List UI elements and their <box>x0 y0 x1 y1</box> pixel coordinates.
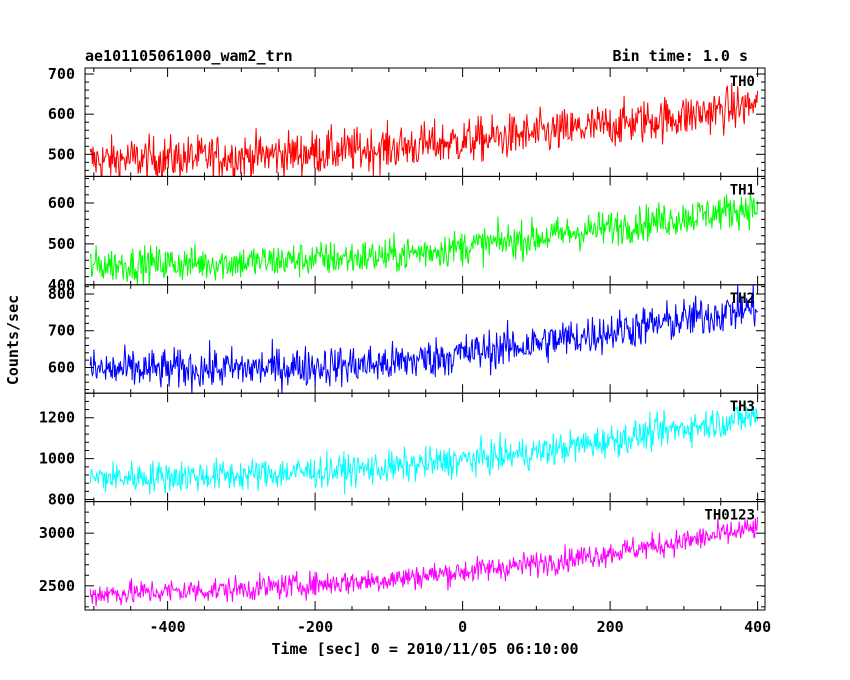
series-line-th1 <box>89 193 759 285</box>
series-label-th2: TH2 <box>730 291 755 307</box>
panel-th0: 500 600 700 TH0 <box>48 65 766 177</box>
x-tick-label: 0 <box>458 618 467 636</box>
series-label-th0: TH0 <box>730 74 755 90</box>
series-line-th3 <box>89 406 759 495</box>
y-tick-label-th2: 600 <box>48 358 75 376</box>
x-axis-label: Time [sec] 0 = 2010/11/05 06:10:00 <box>271 640 578 658</box>
x-tick-label: 200 <box>597 618 624 636</box>
y-tick-label-th3: 1200 <box>39 409 75 427</box>
y-tick-label-th0: 500 <box>48 145 75 163</box>
y-tick-label-th1: 500 <box>48 235 75 253</box>
x-tick-label: -200 <box>297 618 333 636</box>
panel-frame-th0123 <box>84 501 766 611</box>
panel-th1: 400 500 600 TH1 <box>48 175 766 294</box>
series-label-th3: TH3 <box>730 399 755 415</box>
x-tick-label: 400 <box>744 618 771 636</box>
panel-th0123: 2500 3000 TH0123 <box>39 501 766 611</box>
y-tick-label-th3: 1000 <box>39 450 75 468</box>
y-tick-label-th1: 600 <box>48 194 75 212</box>
series-line-th2 <box>89 284 758 394</box>
y-tick-label-th2: 800 <box>48 285 75 303</box>
panel-frame-th2 <box>84 284 766 394</box>
y-tick-label-th0: 700 <box>48 65 75 83</box>
series-line-th0 <box>89 82 759 177</box>
y-tick-label-th0123: 2500 <box>39 577 75 595</box>
y-tick-label-th2: 700 <box>48 322 75 340</box>
series-label-th0123: TH0123 <box>704 508 755 524</box>
y-tick-label-th3: 800 <box>48 491 75 509</box>
series-label-th1: TH1 <box>730 182 755 198</box>
panel-th2: 600 700 800 TH2 <box>48 284 766 394</box>
x-axis: -400 -200 0 200 400 <box>150 618 772 636</box>
chart-title: ae101105061000_wam2_trn <box>85 47 293 65</box>
series-line-th0123 <box>89 516 759 607</box>
panel-frame-th3 <box>84 392 766 503</box>
x-tick-label: -400 <box>150 618 186 636</box>
panels-group: 500 600 700 TH0 400 500 600 TH1 600 700 800 TH2 800 1… <box>39 65 766 611</box>
y-axis-label: Counts/sec <box>4 295 22 385</box>
panel-frame-th0 <box>84 67 766 177</box>
y-tick-label-th0123: 3000 <box>39 524 75 542</box>
panel-th3: 800 1000 1200 TH3 <box>39 392 766 509</box>
y-tick-label-th1: 400 <box>48 276 75 294</box>
y-tick-label-th0: 600 <box>48 105 75 123</box>
chart-subtitle: Bin time: 1.0 s <box>613 47 748 65</box>
